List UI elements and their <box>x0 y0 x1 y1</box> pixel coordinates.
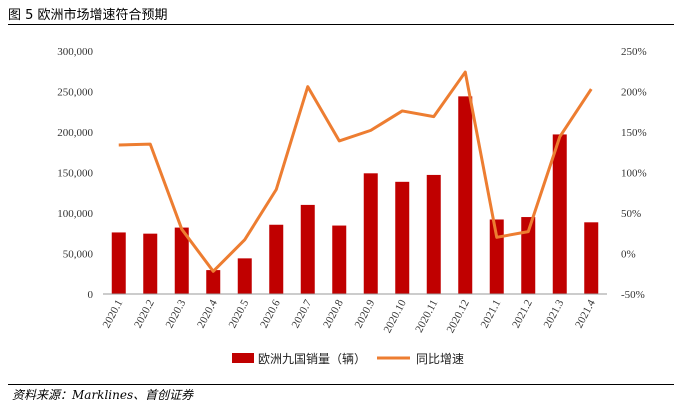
x-tick-label: 2020.5 <box>227 297 252 330</box>
figure-title: 图 5 欧洲市场增速符合预期 <box>8 8 168 23</box>
legend-bar-label: 欧洲九国销量（辆） <box>258 352 366 366</box>
x-tick-label: 2020.2 <box>132 298 157 330</box>
left-tick-label: 150,000 <box>57 168 93 180</box>
right-tick-label: 100% <box>621 168 647 180</box>
x-tick-label: 2020.4 <box>195 297 220 330</box>
bar <box>521 217 536 294</box>
left-tick-label: 100,000 <box>57 208 93 220</box>
bar <box>237 258 252 294</box>
bar <box>363 173 378 294</box>
x-tick-label: 2020.10 <box>382 297 410 335</box>
x-tick-label: 2020.8 <box>321 297 346 330</box>
x-axis-labels: 2020.1 2020.2 2020.3 2020.4 2020.5 2020.6 2020… <box>101 297 599 335</box>
title-divider <box>8 24 674 25</box>
x-tick-label: 2020.1 <box>101 298 126 330</box>
left-tick-label: 200,000 <box>57 127 93 139</box>
bar <box>332 225 347 294</box>
bar <box>174 227 189 294</box>
x-tick-label: 2020.6 <box>258 297 283 330</box>
bar <box>300 204 315 294</box>
bar <box>206 270 221 294</box>
right-tick-label: 200% <box>621 87 647 99</box>
legend-line-label: 同比增速 <box>416 352 464 366</box>
x-tick-label: 2020.11 <box>413 298 440 335</box>
x-tick-label: 2021.4 <box>573 297 598 330</box>
x-tick-label: 2020.7 <box>290 297 315 330</box>
left-axis-ticks: 0 50,000 100,000 150,000 200,000 250,000 300,0… <box>57 46 93 301</box>
bar <box>111 232 126 294</box>
left-tick-label: 0 <box>88 289 94 301</box>
x-tick-label: 2021.2 <box>510 298 535 330</box>
x-tick-label: 2020.9 <box>353 297 378 330</box>
right-axis-ticks: -50% 0% 50% 100% 150% 200% 250% <box>621 46 647 301</box>
bar-series <box>111 96 599 294</box>
right-tick-label: 250% <box>621 46 647 58</box>
x-tick-label: 2021.1 <box>479 298 504 330</box>
right-tick-label: 0% <box>621 249 636 261</box>
bar <box>269 224 284 294</box>
x-tick-label: 2021.3 <box>542 297 567 330</box>
x-tick-label: 2020.3 <box>164 297 189 330</box>
right-tick-label: -50% <box>621 289 645 301</box>
left-tick-label: 300,000 <box>57 46 93 58</box>
right-tick-label: 50% <box>621 208 641 220</box>
bar <box>143 233 158 294</box>
growth-line <box>118 70 593 273</box>
bar <box>552 134 567 294</box>
bar <box>395 181 410 294</box>
right-tick-label: 150% <box>621 127 647 139</box>
bar <box>458 96 473 294</box>
bar <box>426 174 441 294</box>
source-note: 资料来源：Marklines、首创证券 <box>12 388 194 402</box>
bar <box>584 222 599 294</box>
left-tick-label: 50,000 <box>63 249 94 261</box>
legend-bar-swatch <box>232 353 254 363</box>
left-tick-label: 250,000 <box>57 87 93 99</box>
x-tick-label: 2020.12 <box>445 298 472 335</box>
legend: 欧洲九国销量（辆） 同比增速 <box>232 352 464 366</box>
source-divider <box>8 384 674 385</box>
